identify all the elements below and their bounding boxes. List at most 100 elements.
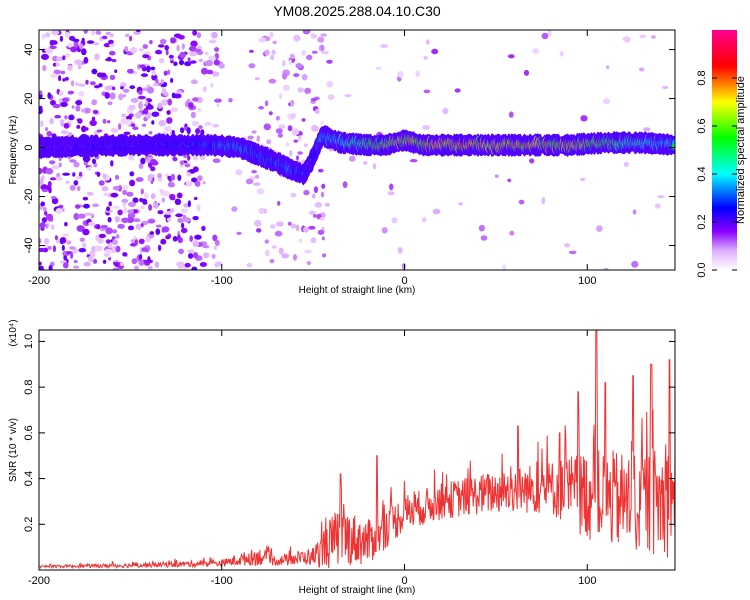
spectrogram-speckle <box>123 88 130 93</box>
spectrogram-speckle <box>176 192 183 199</box>
spectrogram-speckle <box>246 262 253 268</box>
spectrogram-speckle <box>606 65 610 70</box>
spectrogram-speckle <box>126 191 134 197</box>
spectrogram-speckle <box>76 225 85 232</box>
spectrogram-speckle <box>155 224 162 228</box>
spectrogram-speckle <box>147 218 156 224</box>
spectrogram-speckle <box>422 125 430 130</box>
spectrogram-speckle <box>190 79 198 85</box>
spectrogram-speckle <box>372 163 376 170</box>
spectrogram-speckle <box>121 113 126 118</box>
spectrogram-speckle <box>198 58 203 63</box>
spectrogram-speckle <box>151 70 156 76</box>
spectrogram-speckle <box>256 228 262 233</box>
spectrogram-speckle <box>397 71 404 78</box>
spectrogram-speckle <box>494 174 499 178</box>
spectrogram-speckle <box>142 54 150 59</box>
spectrogram-speckle <box>175 213 184 218</box>
spectrogram-speckle <box>164 45 169 51</box>
spectrogram-speckle <box>157 102 163 109</box>
snr-series-line <box>39 330 675 570</box>
spectrogram-speckle <box>196 204 201 212</box>
spectrogram-speckle <box>178 248 185 255</box>
spectrogram-speckle <box>77 118 83 124</box>
spectrogram-speckle <box>51 30 60 36</box>
spectrogram-speckle <box>45 32 51 38</box>
spectrogram-speckle <box>380 44 388 49</box>
spectrogram-speckle <box>59 35 64 42</box>
spectrogram-speckle <box>258 37 267 43</box>
spectrogram-speckle <box>186 172 192 177</box>
colorbar-label: Normalized spectral amplitude <box>735 76 747 224</box>
spectrogram-speckle <box>129 171 135 177</box>
spectrogram-speckle <box>177 174 182 181</box>
spectrogram-speckle <box>170 77 174 83</box>
spectrogram-speckle <box>173 33 182 39</box>
spectrogram-speckle <box>148 204 153 211</box>
spectrogram-speckle <box>507 178 512 183</box>
spectrogram-speckle <box>564 243 570 248</box>
spectrogram-speckle <box>79 237 86 242</box>
spectrogram-speckle <box>152 202 159 209</box>
spectrogram-speckle <box>198 125 203 130</box>
spectrogram-speckle <box>44 210 48 216</box>
spectrogram-speckle <box>208 39 217 44</box>
spectrogram-speckle <box>84 127 89 131</box>
spectrogram-speckle <box>62 172 70 176</box>
spectrogram-speckle <box>75 204 81 210</box>
spectrogram-speckle <box>49 39 54 46</box>
spectrogram-speckle <box>52 103 61 109</box>
spectrogram-speckle <box>96 224 101 230</box>
spectrogram-speckle <box>265 249 270 257</box>
spectrogram-speckle <box>40 201 45 207</box>
spectrogram-speckle <box>127 209 135 214</box>
spectrogram-speckle <box>107 216 112 223</box>
spectrogram-speckle <box>130 97 139 103</box>
spectrogram-speckle <box>290 99 295 107</box>
spectrogram-speckle <box>160 99 169 106</box>
spectrogram-speckle <box>172 156 178 162</box>
spectrogram-speckle <box>275 115 280 121</box>
spectrogram-speckle <box>161 197 165 203</box>
spectrogram-speckle <box>270 54 274 61</box>
spectrogram-speckle <box>509 230 515 236</box>
spectrogram-speckle <box>204 51 209 56</box>
spectrogram-speckle <box>277 200 281 206</box>
spectrogram-speckle <box>324 202 330 207</box>
spectrogram-speckle <box>306 54 313 61</box>
spectrogram-speckle <box>73 180 79 186</box>
spectrogram-speckle <box>191 120 200 127</box>
snr-panel: -200 -100 0 100 0.2 0.4 0.6 0.8 1.0 Height of st… <box>8 319 676 596</box>
spectrogram-speckle <box>81 48 87 56</box>
spectrogram-speckle <box>46 131 53 137</box>
spectrogram-speckle <box>265 36 271 42</box>
spectrogram-speckle <box>270 224 276 229</box>
spectrogram-speckle <box>81 37 85 42</box>
spectrogram-speckle <box>622 36 631 42</box>
spectrogram-speckle <box>143 107 149 115</box>
spectrogram-speckle <box>42 206 47 212</box>
spectrogram-speckle <box>128 154 135 161</box>
spectrogram-speckle <box>264 239 269 244</box>
spectrogram-speckle <box>147 174 153 182</box>
spectrogram-speckle <box>145 104 154 110</box>
spectrogram-speckle <box>297 151 303 155</box>
snr-xlabel: Height of straight line (km) <box>299 585 416 596</box>
spectrogram-speckle <box>216 103 220 107</box>
spectrogram-speckle <box>39 167 43 175</box>
spectrogram-speckle <box>78 248 87 253</box>
spectrogram-speckle <box>166 110 171 115</box>
spectrogram-speckle <box>431 48 439 55</box>
spectrogram-speckle <box>258 106 264 110</box>
spectrogram-speckle <box>193 196 198 201</box>
spectrogram-speckle <box>124 46 129 52</box>
spectrogram-speckle <box>88 221 96 226</box>
spectrogram-speckle <box>112 205 120 209</box>
spectrogram-speckle <box>218 63 225 69</box>
spectrogram-speckle <box>278 124 286 129</box>
spectrogram-speckle <box>454 88 461 93</box>
spectrogram-speckle <box>375 66 382 70</box>
spectrogram-speckle <box>256 188 265 195</box>
spectrogram-speckle <box>94 53 100 61</box>
spectrogram-speckle <box>41 188 49 193</box>
